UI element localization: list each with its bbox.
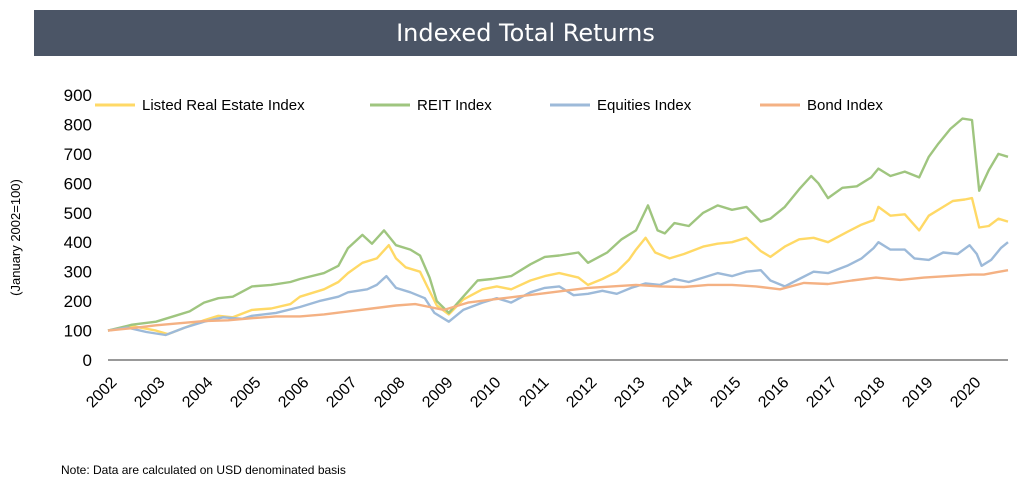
series-line-2 <box>107 241 1009 337</box>
x-tick-label: 2009 <box>419 374 456 411</box>
chart-title: Indexed Total Returns <box>396 19 655 47</box>
y-tick-label: 100 <box>64 322 92 341</box>
y-tick-label: 400 <box>64 233 92 252</box>
footnote: Note: Data are calculated on USD denomin… <box>61 463 346 477</box>
x-tick-label: 2003 <box>131 374 168 411</box>
legend-label-3: Bond Index <box>807 97 883 114</box>
y-tick-label: 600 <box>64 174 92 193</box>
y-tick-label: 300 <box>64 263 92 282</box>
legend-label-1: REIT Index <box>417 97 492 114</box>
x-tick-label: 2013 <box>611 374 648 411</box>
x-tick-label: 2017 <box>803 374 840 411</box>
y-axis-label: (January 2002=100) <box>8 179 23 296</box>
x-tick-label: 2007 <box>323 374 360 411</box>
x-tick-label: 2008 <box>371 374 408 411</box>
legend-label-0: Listed Real Estate Index <box>142 97 305 114</box>
x-tick-label: 2006 <box>275 374 312 411</box>
x-tick-label: 2018 <box>851 374 888 411</box>
series-line-1 <box>107 117 1009 332</box>
chart-title-bar: Indexed Total Returns <box>34 10 1017 56</box>
x-tick-label: 2015 <box>707 374 744 411</box>
series-line-3 <box>107 269 1009 332</box>
x-tick-label: 2011 <box>516 374 552 410</box>
y-tick-label: 0 <box>83 351 92 370</box>
x-tick-label: 2012 <box>563 374 600 411</box>
y-tick-label: 800 <box>64 115 92 134</box>
x-tick-label: 2016 <box>755 374 792 411</box>
x-tick-label: 2014 <box>659 374 696 411</box>
x-tick-label: 2019 <box>899 374 936 411</box>
y-tick-label: 500 <box>64 204 92 223</box>
x-tick-label: 2002 <box>83 374 120 411</box>
x-tick-label: 2010 <box>467 374 504 411</box>
line-chart: (January 2002=100) 0 100 200 300 400 500 600 700… <box>8 86 1009 411</box>
legend-label-2: Equities Index <box>597 97 692 114</box>
series-line-0 <box>107 196 1009 336</box>
y-tick-label: 700 <box>64 145 92 164</box>
x-tick-label: 2004 <box>179 374 216 411</box>
x-tick-label: 2005 <box>227 374 264 411</box>
y-tick-label: 200 <box>64 292 92 311</box>
y-tick-label: 900 <box>64 86 92 105</box>
x-tick-label: 2020 <box>947 374 984 411</box>
